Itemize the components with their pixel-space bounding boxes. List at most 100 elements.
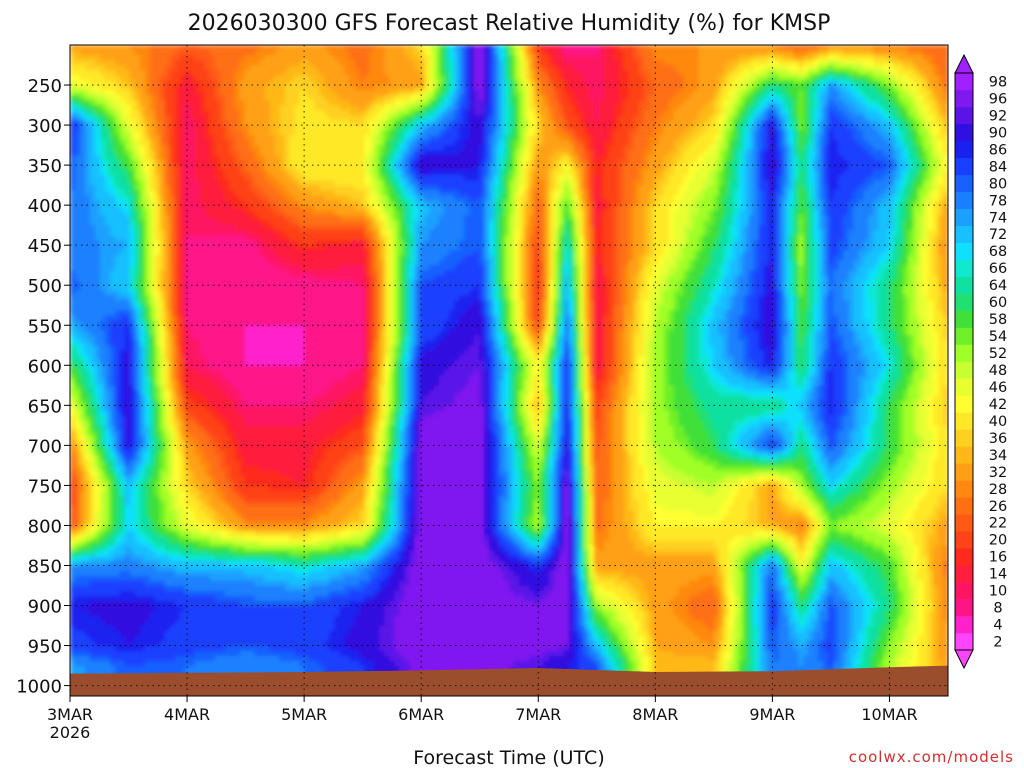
heatmap-cell <box>853 105 859 111</box>
heatmap-cell <box>778 150 784 156</box>
heatmap-cell <box>938 130 944 136</box>
heatmap-cell <box>673 135 680 141</box>
heatmap-cell <box>713 170 720 176</box>
heatmap-cell <box>414 130 420 136</box>
heatmap-cell <box>99 150 106 156</box>
heatmap-cell <box>683 175 690 181</box>
heatmap-cell <box>753 180 760 186</box>
heatmap-cell <box>319 170 326 176</box>
heatmap-cell <box>344 90 350 96</box>
heatmap-cell <box>628 65 635 71</box>
heatmap-cell <box>384 70 390 76</box>
heatmap-cell <box>898 115 904 121</box>
heatmap-cell <box>244 90 251 96</box>
heatmap-cell <box>254 125 261 131</box>
heatmap-cell <box>349 115 355 121</box>
heatmap-cell <box>823 165 829 171</box>
heatmap-cell <box>314 50 321 56</box>
heatmap-cell <box>154 145 161 151</box>
heatmap-cell <box>269 105 276 111</box>
heatmap-cell <box>653 165 660 171</box>
heatmap-cell <box>494 80 500 86</box>
heatmap-cell <box>568 175 575 181</box>
heatmap-cell <box>833 75 839 81</box>
heatmap-cell <box>553 60 560 66</box>
heatmap-cell <box>593 100 600 106</box>
heatmap-cell <box>643 65 650 71</box>
heatmap-cell <box>214 165 221 171</box>
heatmap-cell <box>479 50 485 56</box>
heatmap-cell <box>70 90 76 96</box>
heatmap-cell <box>688 145 695 151</box>
heatmap-cell <box>349 185 355 191</box>
heatmap-cell <box>553 95 560 101</box>
heatmap-cell <box>818 110 824 116</box>
heatmap-cell <box>583 145 590 151</box>
heatmap-cell <box>469 155 475 161</box>
heatmap-cell <box>459 90 465 96</box>
heatmap-cell <box>833 160 839 166</box>
heatmap-cell <box>89 50 96 56</box>
heatmap-cell <box>678 60 685 66</box>
heatmap-cell <box>558 130 565 136</box>
heatmap-cell <box>394 50 400 56</box>
heatmap-cell <box>484 165 490 171</box>
heatmap-cell <box>678 70 685 76</box>
heatmap-cell <box>389 75 395 81</box>
heatmap-cell <box>943 165 948 171</box>
heatmap-cell <box>853 120 859 126</box>
heatmap-cell <box>678 110 685 116</box>
heatmap-cell <box>464 90 470 96</box>
heatmap-cell <box>274 85 281 91</box>
heatmap-cell <box>274 125 281 131</box>
heatmap-cell <box>863 105 869 111</box>
heatmap-cell <box>573 105 580 111</box>
heatmap-cell <box>868 100 874 106</box>
heatmap-cell <box>429 115 435 121</box>
heatmap-cell <box>394 45 400 51</box>
heatmap-cell <box>134 140 141 146</box>
heatmap-cell <box>159 65 166 71</box>
heatmap-cell <box>209 90 216 96</box>
heatmap-cell <box>109 130 116 136</box>
heatmap-cell <box>603 80 610 86</box>
heatmap-cell <box>713 70 720 76</box>
heatmap-cell <box>70 160 76 166</box>
heatmap-cell <box>538 150 545 156</box>
heatmap-cell <box>813 130 819 136</box>
heatmap-cell <box>459 100 465 106</box>
heatmap-cell <box>553 85 560 91</box>
heatmap-cell <box>269 180 276 186</box>
heatmap-cell <box>269 50 276 56</box>
heatmap-cell <box>548 55 555 61</box>
heatmap-cell <box>883 65 889 71</box>
heatmap-cell <box>758 165 765 171</box>
heatmap-cell <box>788 105 794 111</box>
heatmap-cell <box>603 155 610 161</box>
heatmap-cell <box>214 90 221 96</box>
heatmap-cell <box>898 175 904 181</box>
heatmap-cell <box>758 95 765 101</box>
heatmap-cell <box>389 145 395 151</box>
heatmap-cell <box>449 55 455 61</box>
heatmap-cell <box>389 55 395 61</box>
heatmap-cell <box>229 90 236 96</box>
heatmap-cell <box>808 120 814 126</box>
heatmap-cell <box>189 120 196 126</box>
heatmap-cell <box>863 155 869 161</box>
heatmap-cell <box>204 145 211 151</box>
heatmap-cell <box>314 140 321 146</box>
heatmap-cell <box>703 60 710 66</box>
heatmap-cell <box>843 55 849 61</box>
heatmap-cell <box>818 180 824 186</box>
heatmap-cell <box>553 160 560 166</box>
heatmap-cell <box>124 125 131 131</box>
heatmap-cell <box>568 105 575 111</box>
heatmap-cell <box>479 130 485 136</box>
heatmap-cell <box>404 170 410 176</box>
heatmap-cell <box>214 115 221 121</box>
heatmap-cell <box>733 65 740 71</box>
heatmap-cell <box>638 45 645 51</box>
heatmap-cell <box>513 180 520 186</box>
